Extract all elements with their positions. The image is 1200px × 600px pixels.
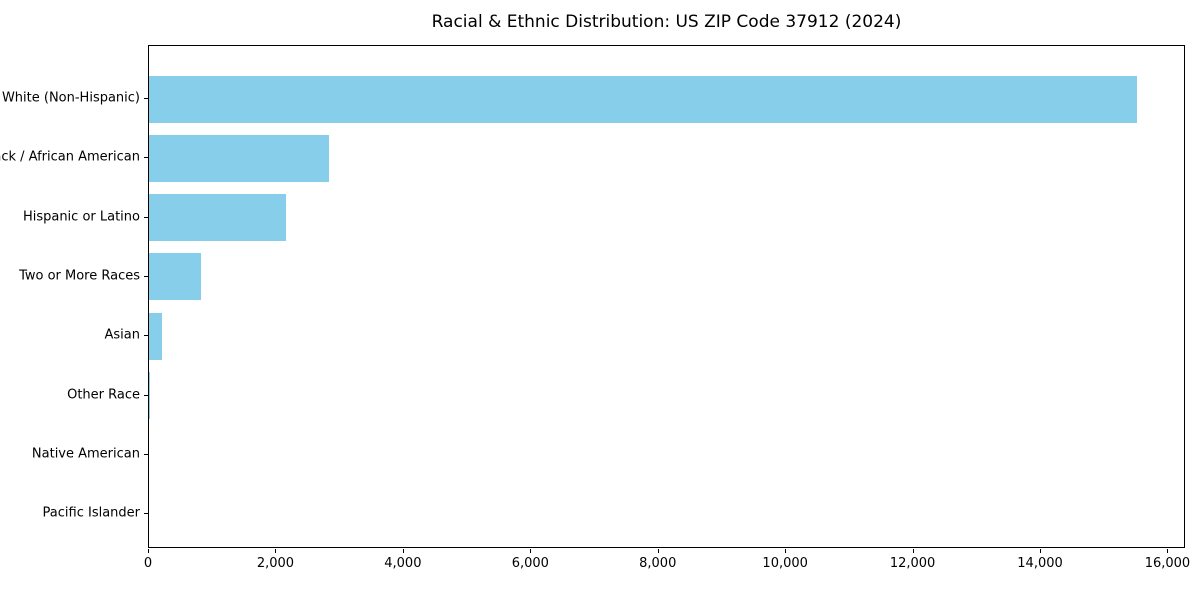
y-tick-label-black-african-american: Black / African American [0,149,140,165]
x-tick-mark [530,549,532,553]
y-tick-label-pacific-islander: Pacific Islander [42,505,140,521]
x-tick-mark [785,549,787,553]
x-tick-mark [1167,549,1169,553]
x-tick-mark [148,549,149,553]
bar-two-or-more-races [149,253,201,301]
bar-other-race [149,372,150,419]
x-tick-label-8000: 8,000 [639,556,677,571]
y-tick-mark [144,335,148,337]
x-tick-mark [402,549,404,553]
x-tick-mark [1040,549,1042,553]
x-tick-label-12000: 12,000 [889,556,936,571]
y-tick-mark [144,394,148,396]
bar-asian [149,312,163,360]
plot-area [148,45,1185,548]
bar-black-african-american [149,134,329,182]
y-tick-mark [144,513,148,515]
x-tick-label-16000: 16,000 [1144,556,1191,571]
y-tick-mark [144,453,148,455]
bar-white-non-hispanic [149,75,1137,123]
x-tick-label-10000: 10,000 [762,556,808,571]
y-tick-label-native-american: Native American [31,446,140,462]
y-tick-mark [144,216,148,218]
x-tick-mark [275,549,277,553]
y-tick-label-white-non-hispanic: White (Non-Hispanic) [1,90,140,106]
y-tick-mark [144,275,148,277]
y-tick-label-hispanic-or-latino: Hispanic or Latino [22,209,140,225]
x-tick-label-0: 0 [143,556,153,571]
y-tick-mark [144,98,148,99]
x-tick-label-4000: 4,000 [384,556,422,571]
y-tick-label-asian: Asian [104,327,140,343]
x-tick-mark [912,549,914,553]
x-tick-label-6000: 6,000 [511,556,549,571]
chart-title: Racial & Ethnic Distribution: US ZIP Cod… [431,12,902,32]
y-tick-label-two-or-more-races: Two or More Races [19,268,140,284]
x-tick-mark [657,549,659,553]
x-tick-label-2000: 2,000 [256,556,295,571]
y-tick-mark [144,157,148,159]
y-tick-label-other-race: Other Race [67,387,140,402]
x-tick-label-14000: 14,000 [1017,556,1063,571]
bar-hispanic-or-latino [149,194,286,242]
